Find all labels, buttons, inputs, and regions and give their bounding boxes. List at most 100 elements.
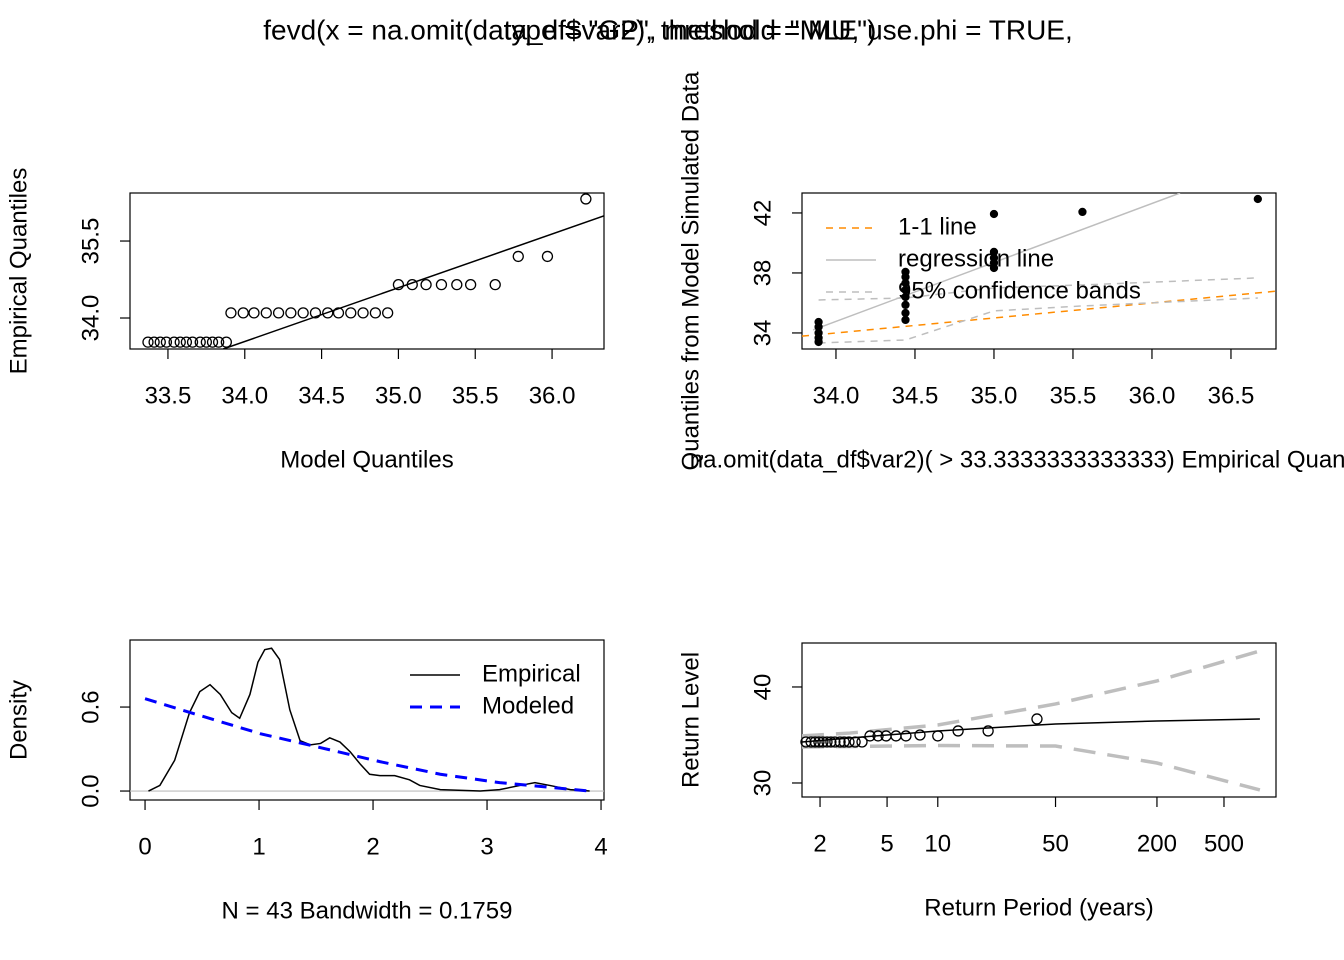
data-point <box>194 336 206 348</box>
plot-box <box>801 642 1277 798</box>
data-point <box>272 307 285 319</box>
y-axis-label: Density <box>5 680 32 760</box>
data-point <box>580 193 592 205</box>
data-point <box>332 307 345 319</box>
data-point <box>220 336 232 348</box>
y-axis-label: Empirical Quantiles <box>5 168 32 375</box>
data-point <box>225 307 237 319</box>
legend: 1-1 line regression line 95% confidence ba… <box>826 213 1141 304</box>
data-point <box>213 336 225 348</box>
data-point <box>297 307 309 319</box>
legend-label: 1-1 line <box>898 213 977 240</box>
x-tick-label: 5 <box>880 830 893 857</box>
legend-label: Empirical <box>482 660 581 687</box>
x-axis-label: na.omit(data_df$var2)( > 33.333333333333… <box>690 446 1344 473</box>
data-point <box>464 278 477 291</box>
figure-title: fevd(x = na.omit(data_df$var2), threshol… <box>263 14 1073 45</box>
series-line <box>818 297 1258 344</box>
series-line <box>802 743 1261 792</box>
x-tick-label: 10 <box>924 830 951 857</box>
x-tick-label: 34.0 <box>221 382 268 409</box>
data-point <box>174 336 186 348</box>
data-point <box>989 209 999 219</box>
x-tick-label: 34.5 <box>298 382 345 409</box>
data-point <box>345 307 357 319</box>
y-tick-label: 34.0 <box>77 295 104 342</box>
data-point <box>420 278 432 291</box>
x-tick-label: 3 <box>480 833 493 860</box>
data-point <box>952 725 964 737</box>
axis-labels: N = 43 Bandwidth = 0.1759 Density <box>5 680 512 924</box>
y-tick-label: 35.5 <box>77 218 104 265</box>
data-point <box>369 307 382 319</box>
data-point <box>838 736 850 748</box>
data-point <box>260 307 272 319</box>
data-point <box>285 307 297 319</box>
x-tick-label: 35.5 <box>452 382 499 409</box>
data-point <box>148 336 160 348</box>
data-point <box>451 278 463 291</box>
data-point <box>932 730 944 742</box>
plot-area <box>802 649 1261 792</box>
data-point <box>890 730 902 742</box>
data-point <box>843 736 855 748</box>
data-point <box>512 250 524 263</box>
data-point <box>382 307 394 319</box>
data-point <box>154 336 166 348</box>
plot-box <box>129 192 605 350</box>
y-tick-label: 38 <box>749 260 776 287</box>
x-tick-label: 34.5 <box>892 382 939 409</box>
data-point <box>435 278 448 291</box>
data-point <box>809 736 821 748</box>
x-tick-label: 36.0 <box>529 382 576 409</box>
data-point <box>814 337 823 347</box>
y-axis-label: Quantiles from Model Simulated Data <box>677 71 704 471</box>
x-tick-label: 35.5 <box>1050 382 1097 409</box>
data-point <box>541 250 554 263</box>
data-point <box>864 730 876 742</box>
x-tick-label: 36.0 <box>1129 382 1176 409</box>
data-point <box>817 736 829 748</box>
x-tick-label: 34.0 <box>813 382 860 409</box>
data-point <box>142 336 154 348</box>
x-axis-label: Return Period (years) <box>924 894 1153 921</box>
data-point <box>1253 194 1262 204</box>
x-tick-label: 33.5 <box>145 382 192 409</box>
data-point <box>309 307 322 319</box>
series-line <box>144 697 590 793</box>
y-tick-label: 30 <box>749 770 776 797</box>
data-point <box>901 308 910 318</box>
x-tick-label: 1 <box>252 833 265 860</box>
plot-box <box>129 639 605 801</box>
series-line <box>802 649 1261 738</box>
data-point <box>248 307 260 319</box>
y-axis-label: Return Level <box>677 652 704 788</box>
series-line <box>802 290 1276 337</box>
x-tick-label: 2 <box>813 830 826 857</box>
plot-area <box>223 215 604 349</box>
data-point <box>800 736 812 748</box>
data-point <box>392 278 405 291</box>
data-point <box>805 736 817 748</box>
data-point <box>849 736 861 748</box>
panel: 34.0 34.5 35.0 35.5 36.0 36.5 34 38 42 na.omit(da… <box>677 71 1344 473</box>
data-point <box>856 736 868 748</box>
y-tick-label: 42 <box>749 200 776 227</box>
data-point <box>357 307 369 319</box>
data-point <box>901 300 910 310</box>
data-point <box>406 278 418 291</box>
plot-area <box>144 647 590 793</box>
data-point <box>813 736 825 748</box>
x-tick-label: 36.5 <box>1208 382 1255 409</box>
axis-labels: Return Period (years) Return Level <box>677 652 1153 921</box>
data-point <box>821 736 833 748</box>
data-point <box>237 307 249 319</box>
y-tick-label: 0.0 <box>77 774 104 807</box>
data-point <box>180 336 193 348</box>
legend: Empirical Modeled <box>410 660 581 719</box>
data-point <box>829 736 841 748</box>
x-axis-label: Model Quantiles <box>280 446 453 473</box>
